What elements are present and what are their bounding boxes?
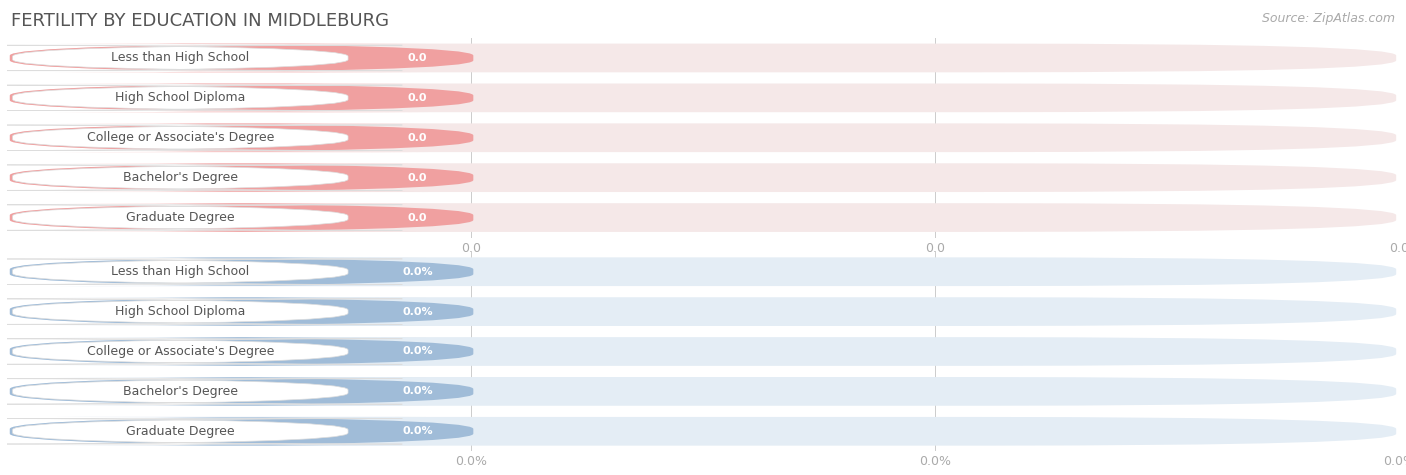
- Text: Less than High School: Less than High School: [111, 265, 249, 278]
- FancyBboxPatch shape: [10, 124, 474, 152]
- FancyBboxPatch shape: [10, 417, 1396, 446]
- FancyBboxPatch shape: [0, 299, 402, 324]
- Text: College or Associate's Degree: College or Associate's Degree: [87, 131, 274, 144]
- FancyBboxPatch shape: [0, 125, 402, 151]
- FancyBboxPatch shape: [10, 84, 474, 112]
- Text: High School Diploma: High School Diploma: [115, 91, 246, 104]
- FancyBboxPatch shape: [0, 259, 402, 285]
- FancyBboxPatch shape: [10, 377, 474, 406]
- FancyBboxPatch shape: [0, 339, 402, 364]
- Text: 0.0%: 0.0%: [402, 426, 433, 437]
- FancyBboxPatch shape: [10, 297, 474, 326]
- FancyBboxPatch shape: [10, 44, 474, 72]
- Text: 0.0%: 0.0%: [402, 266, 433, 277]
- Text: College or Associate's Degree: College or Associate's Degree: [87, 345, 274, 358]
- Text: 0.0: 0.0: [408, 212, 427, 223]
- Text: 0.0: 0.0: [408, 93, 427, 103]
- FancyBboxPatch shape: [10, 257, 1396, 286]
- FancyBboxPatch shape: [0, 418, 402, 444]
- Text: 0.0: 0.0: [408, 133, 427, 143]
- FancyBboxPatch shape: [10, 297, 1396, 326]
- Text: High School Diploma: High School Diploma: [115, 305, 246, 318]
- FancyBboxPatch shape: [10, 257, 474, 286]
- FancyBboxPatch shape: [0, 45, 402, 71]
- Text: Graduate Degree: Graduate Degree: [127, 211, 235, 224]
- Text: 0.0%: 0.0%: [402, 386, 433, 397]
- FancyBboxPatch shape: [10, 163, 1396, 192]
- FancyBboxPatch shape: [10, 44, 1396, 72]
- FancyBboxPatch shape: [10, 203, 1396, 232]
- Text: FERTILITY BY EDUCATION IN MIDDLEBURG: FERTILITY BY EDUCATION IN MIDDLEBURG: [11, 12, 389, 30]
- Text: 0.0%: 0.0%: [402, 306, 433, 317]
- FancyBboxPatch shape: [10, 337, 1396, 366]
- FancyBboxPatch shape: [0, 379, 402, 404]
- Text: 0.0: 0.0: [408, 53, 427, 63]
- Text: Less than High School: Less than High School: [111, 51, 249, 65]
- Text: Graduate Degree: Graduate Degree: [127, 425, 235, 438]
- Text: 0.0%: 0.0%: [402, 346, 433, 357]
- FancyBboxPatch shape: [10, 377, 1396, 406]
- FancyBboxPatch shape: [10, 84, 1396, 112]
- FancyBboxPatch shape: [10, 203, 474, 232]
- FancyBboxPatch shape: [0, 165, 402, 190]
- Text: 0.0: 0.0: [408, 172, 427, 183]
- Text: Bachelor's Degree: Bachelor's Degree: [122, 171, 238, 184]
- FancyBboxPatch shape: [0, 205, 402, 230]
- Text: Bachelor's Degree: Bachelor's Degree: [122, 385, 238, 398]
- FancyBboxPatch shape: [10, 163, 474, 192]
- Text: Source: ZipAtlas.com: Source: ZipAtlas.com: [1261, 12, 1395, 25]
- FancyBboxPatch shape: [10, 337, 474, 366]
- FancyBboxPatch shape: [0, 85, 402, 111]
- FancyBboxPatch shape: [10, 124, 1396, 152]
- FancyBboxPatch shape: [10, 417, 474, 446]
